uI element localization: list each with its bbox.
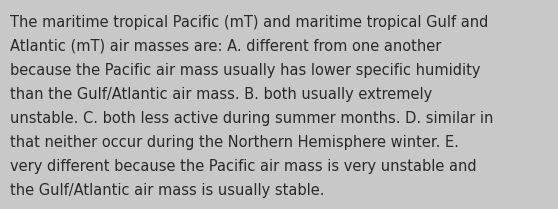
Text: The maritime tropical Pacific (mT) and maritime tropical Gulf and: The maritime tropical Pacific (mT) and m… <box>10 15 488 30</box>
Text: very different because the Pacific air mass is very unstable and: very different because the Pacific air m… <box>10 159 477 174</box>
Text: than the Gulf/Atlantic air mass. B. both usually extremely: than the Gulf/Atlantic air mass. B. both… <box>10 87 432 102</box>
Text: the Gulf/Atlantic air mass is usually stable.: the Gulf/Atlantic air mass is usually st… <box>10 183 325 198</box>
Text: unstable. C. both less active during summer months. D. similar in: unstable. C. both less active during sum… <box>10 111 493 126</box>
Text: that neither occur during the Northern Hemisphere winter. E.: that neither occur during the Northern H… <box>10 135 459 150</box>
Text: Atlantic (mT) air masses are: A. different from one another: Atlantic (mT) air masses are: A. differe… <box>10 39 441 54</box>
Text: because the Pacific air mass usually has lower specific humidity: because the Pacific air mass usually has… <box>10 63 480 78</box>
